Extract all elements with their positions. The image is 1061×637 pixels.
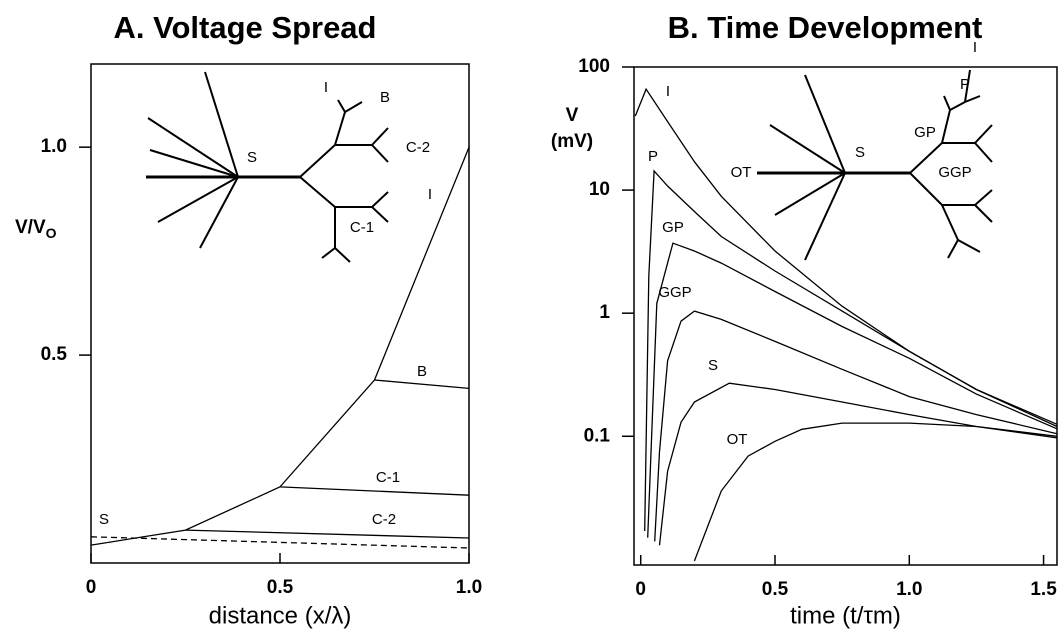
inset-label: C-2 (406, 139, 430, 156)
y-tick-label: 10 (589, 179, 610, 200)
curve-label: OT (727, 431, 748, 448)
x-axis-label: time (t/τm) (790, 602, 901, 629)
inset-tree-a (146, 71, 389, 263)
inset-label: OT (731, 164, 752, 181)
curve-label: I (428, 186, 432, 203)
inset-label: B (380, 89, 390, 106)
line (693, 422, 1058, 562)
inset-label: GGP (938, 164, 971, 181)
y-axis-label: V (566, 105, 579, 126)
inset-label: GP (914, 124, 936, 141)
y-tick-label: 0.5 (41, 344, 68, 365)
inset-label: I (973, 39, 977, 56)
curve-label: C-1 (376, 469, 400, 486)
x-tick-label: 0.5 (762, 579, 789, 600)
inset-label: I (324, 79, 328, 96)
curve-label: GP (662, 219, 684, 236)
curve-label: B (417, 363, 427, 380)
plot-frame (633, 66, 1058, 566)
chart-title: B. Time Development (668, 10, 983, 45)
line (90, 536, 470, 549)
x-tick-label: 1.0 (456, 577, 482, 598)
y-axis-label: V/VO (15, 217, 57, 241)
line (647, 242, 1058, 538)
x-tick-label: 1.5 (1030, 579, 1057, 600)
line (654, 310, 1058, 542)
y-axis-unit: (mV) (551, 131, 593, 152)
chart-title: A. Voltage Spread (114, 10, 377, 45)
x-tick-label: 1.0 (896, 579, 922, 600)
curve-label: I (666, 83, 670, 100)
curve-label: GGP (658, 284, 691, 301)
y-tick-label: 0.1 (584, 425, 611, 446)
curve-label: S (99, 511, 109, 528)
x-axis-label: distance (x/λ) (209, 602, 352, 629)
y-axis-label-main: V/V (15, 217, 46, 238)
y-axis-label-sub: O (46, 225, 57, 241)
line (90, 146, 470, 546)
y-tick-label: 1.0 (41, 136, 67, 157)
curve-label: P (648, 148, 658, 165)
line (658, 382, 1058, 546)
y-tick-label: 100 (578, 56, 610, 77)
inset-label: S (247, 149, 257, 166)
curve-label: C-2 (372, 511, 396, 528)
line (185, 529, 470, 539)
line (279, 486, 470, 496)
line (634, 87, 1058, 428)
inset-label: P (960, 76, 970, 93)
inset-tree-b (757, 69, 993, 261)
x-tick-label: 0 (86, 577, 97, 598)
y-tick-label: 1 (599, 302, 610, 323)
x-tick-label: 0.5 (267, 577, 294, 598)
line (374, 379, 470, 390)
x-tick-label: 0 (635, 579, 646, 600)
inset-label: C-1 (350, 219, 374, 236)
line (644, 169, 1058, 532)
inset-label: S (855, 144, 865, 161)
curve-label: S (708, 357, 718, 374)
